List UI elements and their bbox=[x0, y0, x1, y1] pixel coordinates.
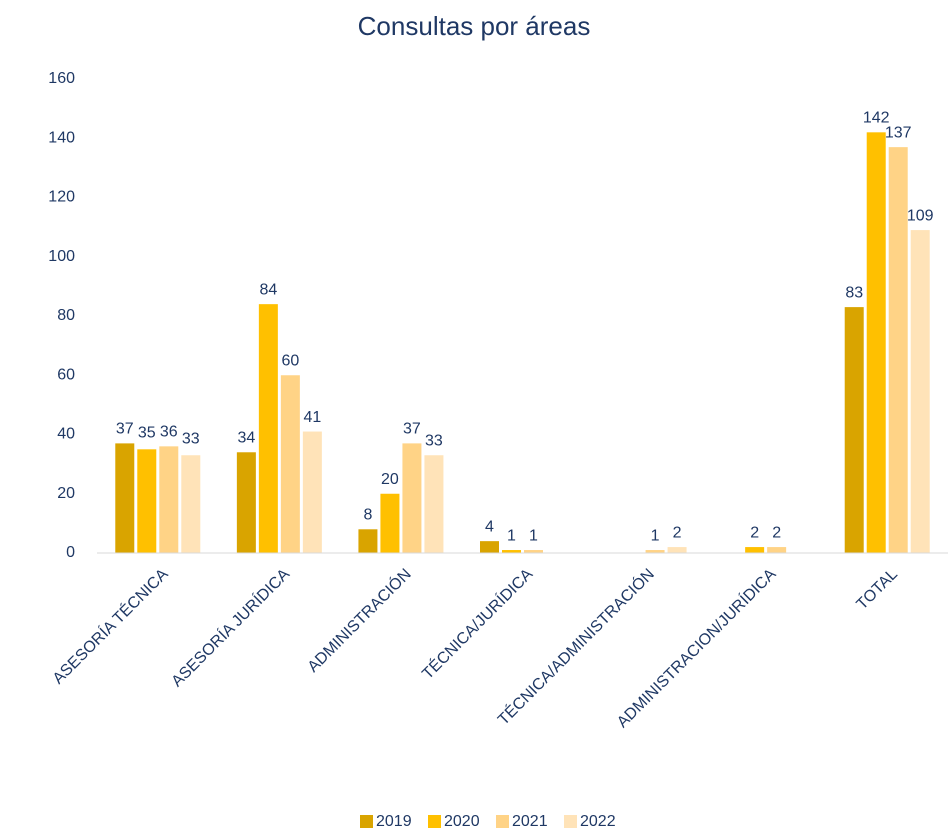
legend-label: 2019 bbox=[376, 813, 412, 830]
data-label: 33 bbox=[182, 430, 200, 447]
bar bbox=[280, 375, 300, 553]
x-tick-label: TÉCNICA/JURÍDICA bbox=[418, 564, 537, 683]
data-label: 1 bbox=[529, 527, 538, 544]
data-label: 2 bbox=[673, 524, 682, 541]
data-label: 109 bbox=[907, 207, 934, 224]
bar bbox=[524, 550, 543, 553]
data-label: 1 bbox=[651, 527, 660, 544]
data-label: 41 bbox=[303, 409, 321, 426]
x-tick-label: ASESORÍA TÉCNICA bbox=[48, 564, 171, 687]
bar bbox=[402, 443, 422, 553]
bar bbox=[181, 455, 201, 553]
data-label: 2 bbox=[750, 524, 759, 541]
bar bbox=[866, 132, 886, 553]
bar bbox=[258, 304, 278, 553]
data-label: 137 bbox=[885, 124, 912, 141]
y-tick-label: 160 bbox=[48, 70, 75, 87]
data-label: 60 bbox=[281, 352, 299, 369]
data-label: 1 bbox=[507, 527, 516, 544]
bar bbox=[424, 455, 444, 553]
data-label: 34 bbox=[237, 429, 255, 446]
legend-swatch bbox=[496, 815, 509, 828]
x-tick-label: ADMINISTRACIÓN bbox=[303, 564, 415, 676]
bar bbox=[115, 443, 135, 553]
data-label: 142 bbox=[863, 110, 890, 127]
legend-swatch bbox=[360, 815, 373, 828]
legend-swatch bbox=[428, 815, 441, 828]
data-label: 20 bbox=[381, 471, 399, 488]
bar bbox=[502, 550, 521, 553]
bar bbox=[302, 431, 322, 553]
y-tick-label: 140 bbox=[48, 129, 75, 146]
data-label: 33 bbox=[425, 432, 443, 449]
data-label: 35 bbox=[138, 425, 156, 442]
bar bbox=[888, 147, 908, 553]
bar bbox=[844, 307, 864, 553]
data-label: 2 bbox=[772, 524, 781, 541]
data-label: 83 bbox=[845, 284, 863, 301]
legend-swatch bbox=[564, 815, 577, 828]
y-tick-label: 100 bbox=[48, 248, 75, 265]
x-tick-label: TOTAL bbox=[854, 566, 902, 614]
y-tick-label: 0 bbox=[66, 544, 75, 561]
bar bbox=[159, 446, 179, 553]
bar bbox=[767, 547, 787, 553]
legend-label: 2022 bbox=[580, 813, 616, 830]
legend-label: 2021 bbox=[512, 813, 548, 830]
y-tick-label: 80 bbox=[57, 307, 75, 324]
data-label: 37 bbox=[116, 421, 134, 438]
y-tick-label: 120 bbox=[48, 189, 75, 206]
bar bbox=[380, 493, 400, 553]
data-label: 36 bbox=[160, 424, 178, 441]
data-label: 8 bbox=[363, 507, 372, 524]
bar bbox=[745, 547, 765, 553]
data-label: 37 bbox=[403, 421, 421, 438]
bar bbox=[236, 452, 256, 553]
bar bbox=[910, 230, 930, 553]
y-tick-label: 20 bbox=[57, 485, 75, 502]
bar bbox=[480, 541, 499, 553]
bar bbox=[667, 547, 687, 553]
x-tick-label: ASESORÍA JURÍDICA bbox=[167, 564, 293, 690]
bar bbox=[358, 529, 378, 553]
chart-title: Consultas por áreas bbox=[358, 11, 591, 41]
data-label: 84 bbox=[259, 281, 277, 298]
legend-label: 2020 bbox=[444, 813, 480, 830]
y-tick-label: 40 bbox=[57, 426, 75, 443]
bar bbox=[137, 449, 157, 553]
bar bbox=[645, 550, 665, 553]
y-tick-label: 60 bbox=[57, 366, 75, 383]
data-label: 4 bbox=[485, 518, 494, 535]
